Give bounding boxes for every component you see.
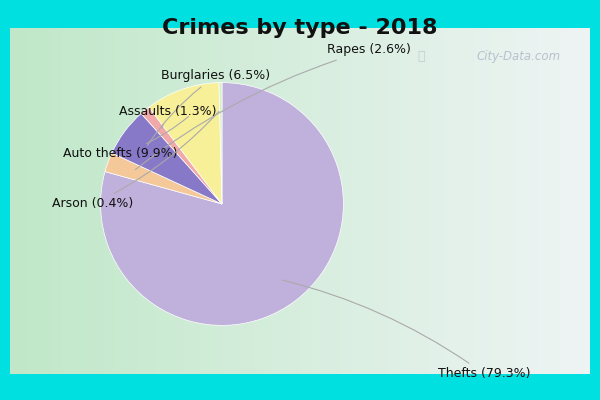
Wedge shape (141, 107, 222, 204)
Text: Burglaries (6.5%): Burglaries (6.5%) (148, 70, 271, 145)
Wedge shape (219, 83, 222, 204)
Text: Arson (0.4%): Arson (0.4%) (52, 111, 219, 210)
Text: ⦾: ⦾ (417, 50, 424, 63)
Text: Crimes by type - 2018: Crimes by type - 2018 (162, 18, 438, 38)
Wedge shape (112, 114, 222, 204)
Text: Auto thefts (9.9%): Auto thefts (9.9%) (63, 116, 188, 160)
Text: Thefts (79.3%): Thefts (79.3%) (282, 280, 530, 380)
Text: City-Data.com: City-Data.com (477, 50, 561, 63)
Text: Rapes (2.6%): Rapes (2.6%) (136, 44, 411, 170)
Wedge shape (101, 83, 343, 325)
Wedge shape (105, 153, 222, 204)
Wedge shape (149, 83, 222, 204)
Text: Assaults (1.3%): Assaults (1.3%) (119, 106, 217, 128)
